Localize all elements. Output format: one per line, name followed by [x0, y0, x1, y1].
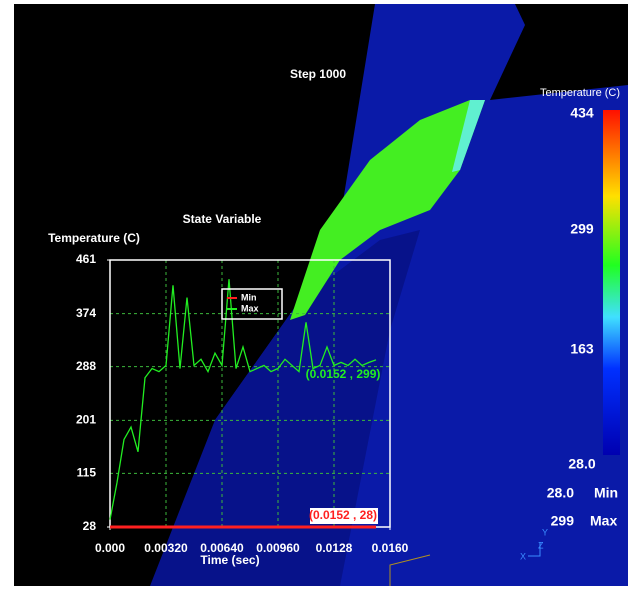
- step-label: Step 1000: [290, 67, 346, 81]
- x-tick-label: 0.00640: [200, 541, 244, 555]
- y-tick-label: 115: [77, 466, 97, 480]
- x-axis-label: Time (sec): [200, 553, 259, 567]
- colorbar: [603, 110, 620, 455]
- colorbar-title: Temperature (C): [540, 87, 620, 99]
- colorbar-label: 299: [570, 221, 594, 237]
- triad-label: Y: [542, 527, 548, 537]
- x-tick-label: 0.00960: [256, 541, 300, 555]
- min-text: Min: [594, 485, 618, 501]
- max-text: Max: [590, 513, 617, 529]
- triad-label: X: [520, 551, 526, 561]
- min-value: 28.0: [547, 485, 574, 501]
- x-tick-label: 0.0128: [316, 541, 353, 555]
- colorbar-label: 434: [570, 105, 594, 121]
- y-tick-label: 461: [76, 252, 96, 266]
- chart-title: State Variable: [183, 212, 262, 226]
- x-tick-label: 0.0160: [372, 541, 409, 555]
- y-tick-label: 374: [76, 306, 96, 320]
- annotation: (0.0152 , 299): [306, 367, 381, 381]
- colorbar-label: 28.0: [568, 456, 595, 472]
- annotation: (0.0152 , 28): [309, 508, 377, 522]
- x-tick-label: 0.000: [95, 541, 125, 555]
- max-value: 299: [551, 513, 575, 529]
- triad-label: Z: [538, 540, 544, 550]
- viewer: Step 1000 Temperature (C) 434 299 163 28…: [0, 0, 634, 591]
- legend-label: Max: [241, 303, 259, 313]
- y-tick-label: 201: [76, 412, 96, 426]
- colorbar-label: 163: [570, 341, 594, 357]
- legend-label: Min: [241, 292, 257, 302]
- y-tick-label: 288: [76, 359, 96, 373]
- x-tick-label: 0.00320: [144, 541, 188, 555]
- y-tick-label: 28: [83, 519, 97, 533]
- y-axis-label: Temperature (C): [48, 231, 140, 245]
